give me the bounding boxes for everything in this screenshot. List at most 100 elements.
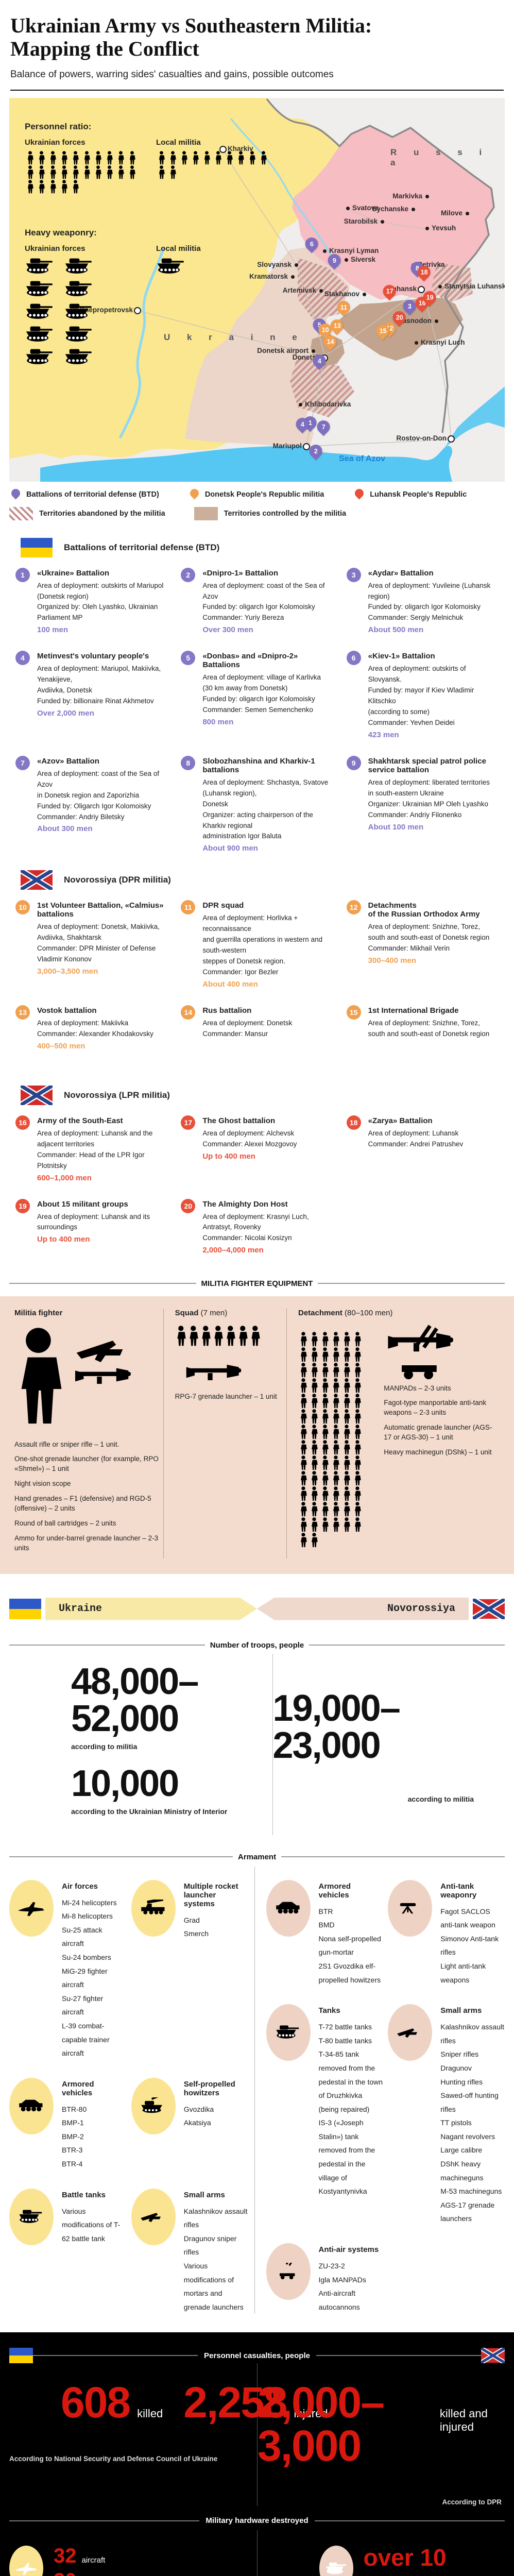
battalion-entry: 9 Shakhtarsk special patrol police servi…	[346, 755, 499, 853]
troops-header: Number of troops, people	[210, 1640, 304, 1650]
equipment-item: Heavy machinegun (DShk) – 1 unit	[384, 1448, 492, 1456]
person-icon	[170, 165, 176, 179]
person-icon	[333, 1347, 339, 1362]
dpr-list: 10 1st Volunteer Battalion, «Calmius» ba…	[15, 900, 499, 1068]
person-icon	[73, 150, 79, 164]
armament-group-title: Air forces	[62, 1882, 98, 1891]
btd-list: 1 «Ukraine» Battalion Area of deployment…	[15, 567, 499, 853]
section-dpr: Novorossiya (DPR militia) 10 1st Volunte…	[0, 870, 514, 1068]
ukraine-arrow: Ukraine	[45, 1598, 257, 1620]
battalion-strength: About 900 men	[202, 844, 258, 853]
loss-label: aircraft	[81, 2556, 106, 2565]
battalion-entry: 5 «Donbas» and «Dnipro-2» Battalions Are…	[181, 651, 333, 739]
city-dot	[134, 307, 141, 314]
person-icon	[355, 1331, 361, 1346]
city-label: Starobilsk	[344, 217, 378, 225]
page-subtitle: Balance of powers, warring sides' casual…	[10, 69, 334, 80]
battalion-number-badge: 3	[346, 567, 361, 582]
person-icon	[333, 1517, 339, 1532]
armament-items: ZU-23-2 Igla MANPADs Anti-aircraft autoc…	[318, 2262, 366, 2311]
destroyed-aircraft-icon	[9, 2546, 43, 2576]
battalion-strength: About 100 men	[368, 822, 424, 832]
person-icon	[333, 1409, 339, 1423]
person-icon	[159, 150, 165, 164]
ukraine-flag-icon	[9, 2348, 33, 2364]
tank-icon	[65, 303, 92, 319]
battalion-title: «Aydar» Battalion	[368, 568, 434, 578]
city-dot	[294, 263, 298, 267]
armament-items: Various modifications of T-62 battle tan…	[62, 2207, 121, 2243]
ukr-killed-label: killed	[137, 2407, 163, 2420]
battalion-details: Area of deployment: Donetsk, Makiivka, A…	[37, 923, 160, 963]
ukr-personnel-icons	[25, 150, 143, 194]
armament-items: BTR-80 BMP-1 BMP-2 BTR-3 BTR-4	[62, 2105, 87, 2168]
armament-group: Small arms Kalashnikov assault rifles Sn…	[388, 2004, 505, 2226]
person-icon	[355, 1439, 361, 1454]
pin-number: 20	[396, 314, 403, 321]
city-dot	[319, 289, 323, 293]
armament-icon	[9, 2188, 54, 2245]
armament-icon	[131, 2077, 176, 2134]
ukr-casualties-source: According to National Security and Defen…	[9, 2455, 218, 2463]
novorossiya-flag-icon	[473, 1598, 505, 1619]
battalion-entry: 6 «Kiev-1» Battalion Area of deployment:…	[346, 651, 499, 739]
armament-icon	[266, 2004, 311, 2061]
person-icon	[249, 150, 255, 164]
tank-icon	[65, 326, 92, 342]
person-icon	[27, 179, 33, 193]
ukr-injured-number: 2,258	[183, 2378, 287, 2427]
person-icon	[322, 1501, 329, 1516]
city-dot	[322, 249, 327, 253]
lpr-section-title: Novorossiya (LPR militia)	[64, 1090, 170, 1100]
battalion-strength: 2,000–4,000 men	[202, 1246, 264, 1255]
person-icon	[312, 1393, 318, 1408]
battalion-entry: 12 Detachments of the Russian Orthodox A…	[346, 900, 499, 989]
person-icon	[107, 150, 113, 164]
person-icon	[61, 165, 67, 179]
battalion-title: Metinvest's voluntary people's	[37, 652, 149, 661]
tank-icon	[26, 326, 53, 342]
city-dot	[434, 319, 438, 324]
person-icon	[312, 1378, 318, 1393]
battalion-details: Area of deployment: Makiivka Commander: …	[37, 1019, 153, 1038]
battalion-details: Area of deployment: Snizhne, Torez, sout…	[368, 1019, 490, 1038]
person-icon	[344, 1517, 350, 1532]
battalion-number-badge: 18	[346, 1115, 361, 1130]
battalion-details: Area of deployment: liberated territorie…	[368, 778, 490, 819]
armament-group-title: Tanks	[318, 2006, 340, 2015]
armament-header: Armament	[237, 1852, 277, 1861]
city-label: Svatove	[352, 204, 379, 212]
battalion-strength: About 400 men	[202, 979, 258, 989]
person-icon	[312, 1455, 318, 1470]
battalion-number-badge: 14	[181, 1005, 196, 1020]
armament-items: Kalashnikov assault rifles Sniper rifles…	[440, 2023, 504, 2223]
pin-number: 15	[379, 327, 386, 335]
battalion-entry: 14 Rus battalion Area of deployment: Don…	[181, 1005, 333, 1068]
armament-ukraine: Air forces Mi-24 helicopters Mi-8 helico…	[9, 1866, 255, 2314]
city-dot	[448, 435, 455, 443]
battalion-entry: 11 DPR squad Area of deployment: Horlivk…	[181, 900, 333, 989]
battalion-title: «Donbas» and «Dnipro-2» Battalions	[202, 652, 298, 670]
person-icon	[238, 1325, 248, 1346]
fighter-equipment-list: Assault rifle or sniper rifle – 1 unit. O…	[14, 1440, 163, 1553]
person-icon	[333, 1439, 339, 1454]
btd-section-title: Battalions of territorial defense (BTD)	[64, 542, 220, 552]
battalion-number-badge: 15	[346, 1005, 361, 1020]
person-icon	[227, 150, 233, 164]
battalion-entry: 18 «Zarya» Battalion Area of deployment:…	[346, 1115, 499, 1182]
equipment-item: Hand grenades – F1 (defensive) and RGD-5…	[14, 1495, 151, 1513]
armament-group-title: Battle tanks	[62, 2190, 106, 2199]
ukr-tank-icons	[25, 257, 128, 370]
personnel-ratio-title: Personnel ratio:	[25, 121, 92, 131]
armament-items: Mi-24 helicopters Mi-8 helicopters Su-25…	[62, 1898, 117, 2058]
battalion-entry: 13 Vostok battalion Area of deployment: …	[15, 1005, 167, 1068]
person-icon	[27, 150, 33, 164]
pin-number: 2	[314, 447, 318, 455]
lpr-pin-icon	[353, 487, 366, 500]
battalion-number-badge: 17	[181, 1115, 196, 1130]
city-label: Sychanske	[372, 205, 408, 213]
person-icon	[355, 1517, 361, 1532]
equipment-header: MILITIA FIGHTER EQUIPMENT	[201, 1279, 313, 1288]
battalion-details: Area of deployment: Shchastya, Svatove (…	[202, 778, 329, 840]
battalion-title: «Dnipro-1» Battalion	[202, 568, 279, 578]
